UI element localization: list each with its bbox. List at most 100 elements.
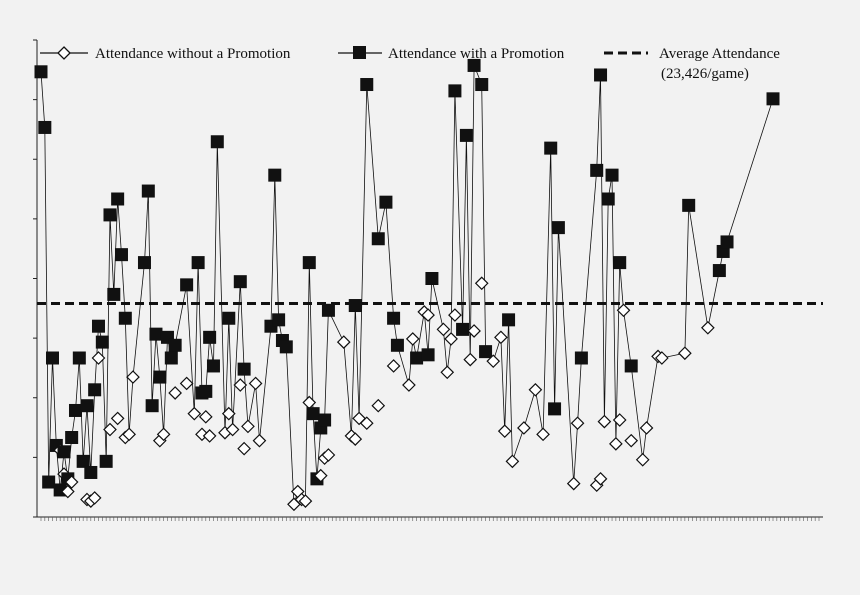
point-promo (137, 256, 151, 270)
chart-axes (33, 39, 823, 521)
point-promo (459, 128, 473, 142)
point-promo (712, 264, 726, 278)
legend-marker-no-promo (57, 46, 71, 60)
point-promo (720, 235, 734, 249)
point-promo (107, 287, 121, 301)
point-promo (421, 348, 435, 362)
point-promo (103, 208, 117, 222)
point-promo (42, 475, 56, 489)
point-no-promo (87, 491, 102, 505)
point-promo (387, 311, 401, 325)
point-no-promo (440, 365, 455, 380)
point-promo (479, 345, 493, 359)
point-no-promo (221, 406, 236, 421)
point-no-promo (248, 376, 263, 391)
point-promo (360, 78, 374, 92)
point-promo (306, 407, 320, 421)
point-promo (475, 78, 489, 92)
point-no-promo (497, 424, 512, 438)
point-promo (390, 338, 404, 352)
point-no-promo (467, 324, 481, 338)
point-promo (601, 192, 615, 206)
point-no-promo (624, 433, 639, 448)
point-no-promo (233, 378, 248, 392)
point-no-promo (597, 414, 612, 429)
point-no-promo (494, 330, 508, 345)
point-no-promo (444, 332, 458, 346)
point-promo (379, 195, 393, 209)
point-no-promo (302, 395, 317, 410)
point-no-promo (241, 419, 255, 434)
point-no-promo (436, 322, 451, 337)
point-promo (425, 272, 439, 285)
point-no-promo (609, 437, 623, 451)
point-no-promo (103, 422, 117, 437)
point-promo (467, 58, 481, 72)
point-promo (68, 403, 82, 417)
point-no-promo (91, 351, 106, 365)
point-no-promo (298, 494, 313, 508)
point-no-promo (421, 308, 435, 322)
point-no-promo (678, 346, 692, 361)
point-promo (318, 413, 332, 427)
legend-label-promo: Attendance with a Promotion (388, 46, 565, 62)
point-promo (456, 322, 470, 336)
point-promo (410, 351, 424, 365)
point-promo (448, 84, 462, 98)
point-promo (65, 431, 79, 444)
point-promo (502, 313, 516, 327)
point-no-promo (528, 382, 543, 397)
point-no-promo (64, 475, 79, 489)
point-promo (91, 319, 105, 333)
point-promo (168, 338, 182, 352)
point-no-promo (156, 427, 171, 442)
point-no-promo (359, 416, 374, 431)
point-no-promo (195, 427, 209, 442)
point-no-promo (237, 441, 251, 456)
point-promo (114, 248, 128, 262)
point-no-promo (321, 448, 336, 462)
attendance-line (40, 65, 774, 505)
point-promo (222, 311, 236, 325)
point-promo (594, 68, 608, 82)
point-promo (203, 330, 217, 344)
point-no-promo (517, 421, 531, 435)
point-promo (164, 351, 178, 365)
point-no-promo (612, 413, 627, 427)
point-promo (279, 340, 293, 354)
point-promo (191, 256, 205, 270)
point-no-promo (616, 303, 631, 318)
point-promo (548, 402, 562, 416)
point-promo (72, 351, 86, 365)
point-no-promo (371, 398, 386, 413)
point-promo (272, 313, 286, 327)
point-promo (80, 399, 94, 413)
point-no-promo (486, 354, 501, 369)
point-promo (268, 168, 282, 182)
point-no-promo (122, 427, 136, 442)
point-no-promo (168, 386, 182, 400)
point-promo (153, 370, 167, 384)
point-promo (149, 327, 163, 341)
point-no-promo (60, 484, 75, 499)
legend-label-average: Average Attendance (659, 46, 780, 62)
point-no-promo (635, 452, 650, 467)
point-promo (321, 303, 335, 317)
point-promo (210, 135, 224, 149)
point-no-promo (179, 376, 194, 391)
series-layer (34, 58, 780, 512)
point-no-promo (187, 406, 202, 421)
point-promo (76, 454, 90, 468)
point-no-promo (126, 370, 140, 384)
point-promo (95, 335, 109, 349)
point-no-promo (655, 351, 669, 365)
point-no-promo (386, 359, 401, 373)
point-promo (141, 184, 155, 198)
point-no-promo (225, 422, 240, 437)
point-promo (613, 256, 627, 270)
point-promo (99, 454, 113, 468)
point-promo (544, 141, 558, 155)
point-no-promo (198, 409, 213, 424)
point-no-promo (448, 308, 462, 322)
